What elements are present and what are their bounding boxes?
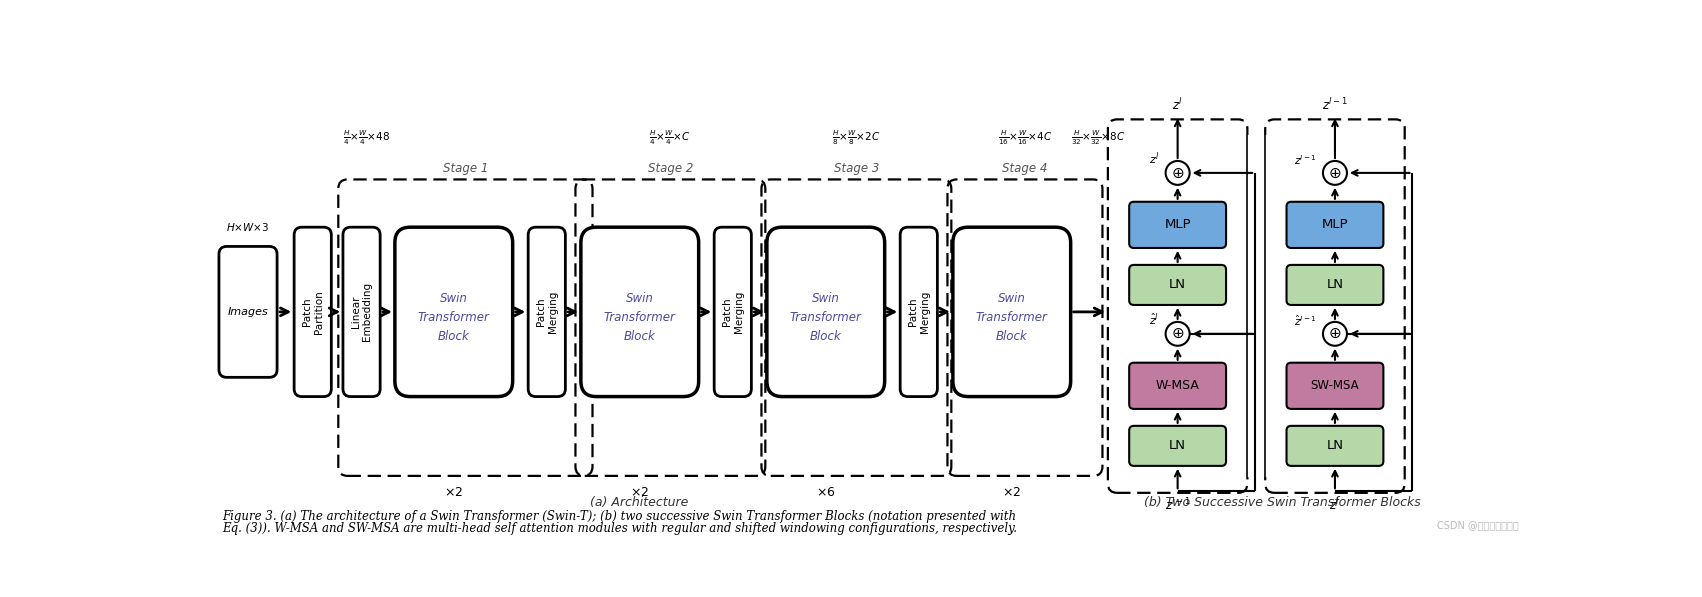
Text: $z^{l-1}$: $z^{l-1}$: [1294, 153, 1317, 167]
Text: (a) Architecture: (a) Architecture: [591, 496, 688, 509]
FancyBboxPatch shape: [1287, 426, 1384, 466]
Bar: [1246, 135, 1266, 478]
Text: Patch
Merging: Patch Merging: [722, 291, 744, 333]
FancyBboxPatch shape: [1287, 265, 1384, 305]
Circle shape: [1322, 322, 1346, 346]
Text: Figure 3. (a) The architecture of a Swin Transformer (Swin-T); (b) two successiv: Figure 3. (a) The architecture of a Swin…: [221, 510, 1016, 523]
Text: $\oplus$: $\oplus$: [1171, 165, 1185, 180]
Circle shape: [1322, 161, 1346, 185]
Text: Swin: Swin: [997, 291, 1026, 304]
Text: LN: LN: [1169, 278, 1186, 291]
Text: Linear
Embedding: Linear Embedding: [351, 282, 373, 341]
Text: $z^l$: $z^l$: [1173, 97, 1183, 113]
Text: Transformer: Transformer: [417, 311, 490, 324]
Text: Swin: Swin: [626, 291, 654, 304]
Text: $z^l$: $z^l$: [1329, 497, 1341, 513]
Text: Transformer: Transformer: [790, 311, 861, 324]
Text: $\frac{H}{4}$$\times$$\frac{W}{4}$$\times$$C$: $\frac{H}{4}$$\times$$\frac{W}{4}$$\time…: [650, 128, 691, 147]
Text: Patch
Partition: Patch Partition: [301, 290, 323, 334]
FancyBboxPatch shape: [220, 247, 277, 377]
Text: $\frac{H}{32}$$\times$$\frac{W}{32}$$\times$8$C$: $\frac{H}{32}$$\times$$\frac{W}{32}$$\ti…: [1071, 128, 1125, 147]
Text: Patch
Merging: Patch Merging: [536, 291, 558, 333]
Text: MLP: MLP: [1322, 219, 1348, 232]
Text: Block: Block: [996, 330, 1028, 343]
Text: LN: LN: [1169, 439, 1186, 453]
Text: $\times$2: $\times$2: [444, 487, 463, 499]
FancyBboxPatch shape: [715, 227, 751, 396]
FancyBboxPatch shape: [1128, 202, 1225, 248]
Text: $z^{l-1}$: $z^{l-1}$: [1164, 497, 1190, 513]
Text: Transformer: Transformer: [975, 311, 1048, 324]
Text: Images: Images: [228, 307, 269, 317]
Text: Stage 3: Stage 3: [834, 162, 878, 175]
FancyBboxPatch shape: [528, 227, 565, 396]
Text: Transformer: Transformer: [604, 311, 676, 324]
FancyBboxPatch shape: [1128, 363, 1225, 409]
Text: Stage 2: Stage 2: [648, 162, 693, 175]
FancyBboxPatch shape: [342, 227, 380, 396]
FancyBboxPatch shape: [580, 227, 700, 396]
Text: $\hat{z}^l$: $\hat{z}^l$: [1149, 312, 1159, 328]
Text: Block: Block: [625, 330, 655, 343]
Text: $z^{l-1}$: $z^{l-1}$: [1322, 97, 1348, 113]
Text: Block: Block: [437, 330, 470, 343]
Text: CSDN @像素分析师而已: CSDN @像素分析师而已: [1436, 520, 1518, 530]
FancyBboxPatch shape: [900, 227, 938, 396]
Text: $z^l$: $z^l$: [1149, 150, 1159, 167]
Text: LN: LN: [1326, 278, 1343, 291]
Circle shape: [1166, 161, 1190, 185]
Text: (b) Two Successive Swin Transformer Blocks: (b) Two Successive Swin Transformer Bloc…: [1144, 496, 1421, 509]
Text: LN: LN: [1326, 439, 1343, 453]
Text: Eq. (3)). W-MSA and SW-MSA are multi-head self attention modules with regular an: Eq. (3)). W-MSA and SW-MSA are multi-hea…: [221, 522, 1018, 535]
Circle shape: [1166, 322, 1190, 346]
FancyBboxPatch shape: [395, 227, 512, 396]
Text: $\times$6: $\times$6: [815, 487, 836, 499]
Text: $\times$2: $\times$2: [1002, 487, 1021, 499]
FancyBboxPatch shape: [953, 227, 1071, 396]
Text: Swin: Swin: [439, 291, 468, 304]
Text: Stage 4: Stage 4: [1002, 162, 1048, 175]
FancyBboxPatch shape: [1287, 363, 1384, 409]
FancyBboxPatch shape: [768, 227, 885, 396]
Text: $\frac{H}{16}$$\times$$\frac{W}{16}$$\times$4$C$: $\frac{H}{16}$$\times$$\frac{W}{16}$$\ti…: [997, 128, 1052, 147]
Text: $\oplus$: $\oplus$: [1328, 327, 1341, 341]
Text: $\frac{H}{8}$$\times$$\frac{W}{8}$$\times$2$C$: $\frac{H}{8}$$\times$$\frac{W}{8}$$\time…: [832, 128, 880, 147]
Text: SW-MSA: SW-MSA: [1311, 379, 1360, 392]
Text: $\oplus$: $\oplus$: [1328, 165, 1341, 180]
Text: MLP: MLP: [1164, 219, 1191, 232]
FancyBboxPatch shape: [294, 227, 332, 396]
FancyBboxPatch shape: [1128, 265, 1225, 305]
Text: Block: Block: [810, 330, 842, 343]
Text: $\frac{H}{4}$$\times$$\frac{W}{4}$$\times$48: $\frac{H}{4}$$\times$$\frac{W}{4}$$\time…: [342, 128, 390, 147]
Text: $\oplus$: $\oplus$: [1171, 327, 1185, 341]
Text: Swin: Swin: [812, 291, 839, 304]
Text: Patch
Merging: Patch Merging: [907, 291, 929, 333]
Text: W-MSA: W-MSA: [1156, 379, 1200, 392]
FancyBboxPatch shape: [1128, 426, 1225, 466]
Text: $\hat{z}^{l-1}$: $\hat{z}^{l-1}$: [1294, 313, 1317, 328]
Text: $H$$\times$$W$$\times$3: $H$$\times$$W$$\times$3: [226, 220, 269, 233]
FancyBboxPatch shape: [1287, 202, 1384, 248]
Text: $\times$2: $\times$2: [630, 487, 650, 499]
Text: Stage 1: Stage 1: [443, 162, 488, 175]
